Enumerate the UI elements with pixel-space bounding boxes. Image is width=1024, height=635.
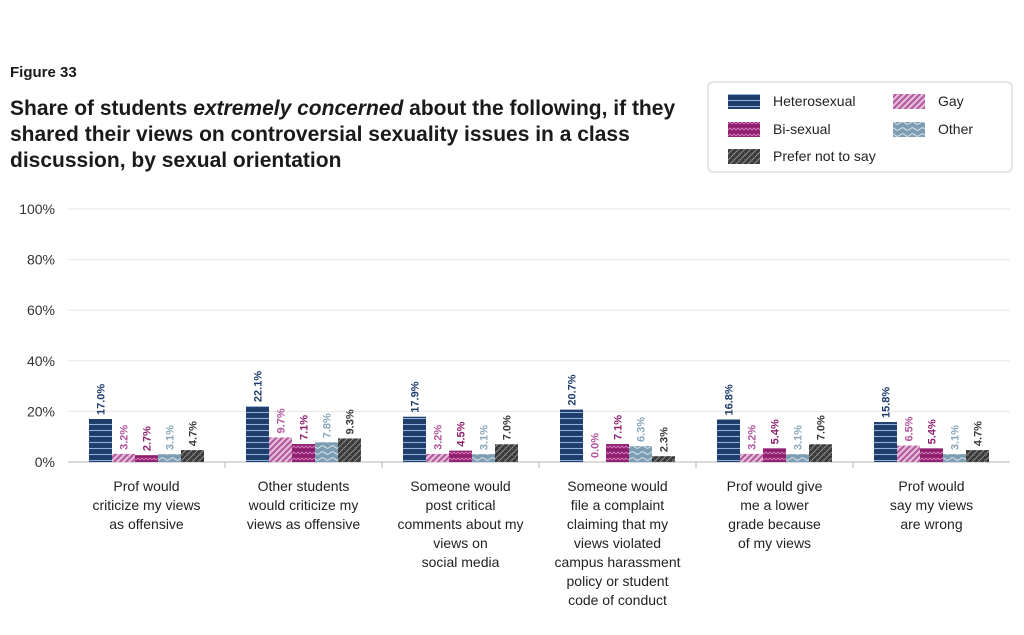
bars bbox=[89, 406, 989, 462]
value-label: 20.7% bbox=[567, 374, 579, 405]
legend-label: Prefer not to say bbox=[773, 148, 876, 164]
legend-swatch bbox=[893, 94, 925, 109]
bar-heterosexual bbox=[246, 406, 269, 462]
value-label: 3.2% bbox=[433, 425, 445, 450]
value-label: 4.7% bbox=[188, 421, 200, 446]
value-label: 0.0% bbox=[590, 433, 602, 458]
value-label: 22.1% bbox=[253, 371, 265, 402]
bar-bi-sexual bbox=[449, 450, 472, 462]
legend-swatch bbox=[728, 122, 760, 137]
value-label: 6.3% bbox=[636, 417, 648, 442]
y-tick-label: 60% bbox=[27, 302, 55, 318]
bar-other bbox=[315, 442, 338, 462]
bar-prefer-not-to-say bbox=[809, 444, 832, 462]
bar-other bbox=[158, 454, 181, 462]
legend-label: Gay bbox=[938, 93, 964, 109]
category-label: Someone would post critical comments about… bbox=[397, 478, 523, 570]
y-tick-label: 100% bbox=[19, 201, 55, 217]
grid-lines bbox=[68, 208, 1010, 463]
value-label: 17.0% bbox=[96, 384, 108, 415]
bar-other bbox=[943, 454, 966, 462]
value-label: 9.7% bbox=[276, 408, 288, 433]
value-label: 6.5% bbox=[904, 416, 916, 441]
value-label: 7.1% bbox=[613, 415, 625, 440]
value-label: 4.5% bbox=[456, 421, 468, 446]
legend-swatch bbox=[728, 149, 760, 164]
bar-bi-sexual bbox=[292, 444, 315, 462]
legend-label: Heterosexual bbox=[773, 93, 856, 109]
bar-bi-sexual bbox=[920, 448, 943, 462]
bar-prefer-not-to-say bbox=[338, 438, 361, 462]
y-tick-label: 20% bbox=[27, 403, 55, 419]
category-label: Other students would criticize my views as… bbox=[247, 478, 361, 532]
value-label: 5.4% bbox=[927, 419, 939, 444]
category-label: Prof would give me a lower grade because of… bbox=[727, 478, 823, 551]
legend-label: Bi-sexual bbox=[773, 121, 831, 137]
category-label: Someone would file a complaint claiming th… bbox=[554, 478, 680, 608]
legend-swatch bbox=[728, 94, 760, 109]
category-label: Prof would say my views are wrong bbox=[890, 478, 973, 532]
value-label: 3.1% bbox=[950, 425, 962, 450]
value-label: 3.1% bbox=[793, 425, 805, 450]
legend-box bbox=[707, 81, 1013, 173]
bar-prefer-not-to-say bbox=[966, 450, 989, 462]
chart-title: Share of students extremely concerned ab… bbox=[10, 96, 690, 174]
value-label: 4.7% bbox=[973, 421, 985, 446]
title-part1: Share of students bbox=[10, 97, 194, 120]
bar-bi-sexual bbox=[606, 444, 629, 462]
bar-other bbox=[472, 454, 495, 462]
y-tick-label: 0% bbox=[35, 454, 55, 470]
legend-swatch bbox=[893, 122, 925, 137]
title-part2: about the following, if they shared thei… bbox=[10, 97, 676, 172]
value-label: 3.2% bbox=[119, 425, 131, 450]
bar-gay bbox=[112, 453, 135, 462]
value-label: 3.1% bbox=[479, 425, 491, 450]
value-label: 5.4% bbox=[770, 419, 782, 444]
y-tick-label: 40% bbox=[27, 353, 55, 369]
value-label: 2.3% bbox=[659, 427, 671, 452]
value-label: 7.1% bbox=[299, 415, 311, 440]
legend-label: Other bbox=[938, 121, 973, 137]
bar-other bbox=[786, 454, 809, 462]
bar-heterosexual bbox=[403, 416, 426, 462]
bar-gay bbox=[269, 437, 292, 462]
x-axis: Prof would criticize my views as offensive… bbox=[92, 462, 973, 608]
value-label: 9.3% bbox=[345, 409, 357, 434]
bar-heterosexual bbox=[560, 409, 583, 462]
bar-heterosexual bbox=[874, 422, 897, 462]
bar-bi-sexual bbox=[763, 448, 786, 462]
bar-heterosexual bbox=[89, 418, 112, 462]
bar-bi-sexual bbox=[135, 455, 158, 462]
bar-gay bbox=[740, 453, 763, 462]
value-label: 3.1% bbox=[165, 425, 177, 450]
y-axis: 0% 20% 40% 60% 80% 100% bbox=[19, 201, 55, 470]
value-label: 16.8% bbox=[724, 384, 736, 415]
value-label: 7.0% bbox=[502, 415, 514, 440]
value-label: 3.2% bbox=[747, 425, 759, 450]
value-label: 7.8% bbox=[322, 413, 334, 438]
bar-other bbox=[629, 446, 652, 462]
bar-prefer-not-to-say bbox=[652, 456, 675, 462]
bar-gay bbox=[426, 453, 449, 462]
value-label: 7.0% bbox=[816, 415, 828, 440]
value-label: 17.9% bbox=[410, 381, 422, 412]
bar-heterosexual bbox=[717, 419, 740, 462]
value-labels: 17.0% 3.2% 2.7% 3.1% 4.7% 22.1% 9.7% 7.1% 7.8% 9.… bbox=[96, 371, 985, 458]
category-label: Prof would criticize my views as offensive bbox=[92, 478, 200, 532]
title-emphasis: extremely concerned bbox=[193, 97, 404, 120]
legend: Heterosexual Gay Bi-sexual Other Prefer not … bbox=[707, 81, 1013, 173]
bar-prefer-not-to-say bbox=[495, 444, 518, 462]
value-label: 15.8% bbox=[881, 387, 893, 418]
bar-gay bbox=[897, 445, 920, 462]
bar-prefer-not-to-say bbox=[181, 450, 204, 462]
y-tick-label: 80% bbox=[27, 252, 55, 268]
value-label: 2.7% bbox=[142, 426, 154, 451]
figure-label: Figure 33 bbox=[10, 64, 77, 81]
